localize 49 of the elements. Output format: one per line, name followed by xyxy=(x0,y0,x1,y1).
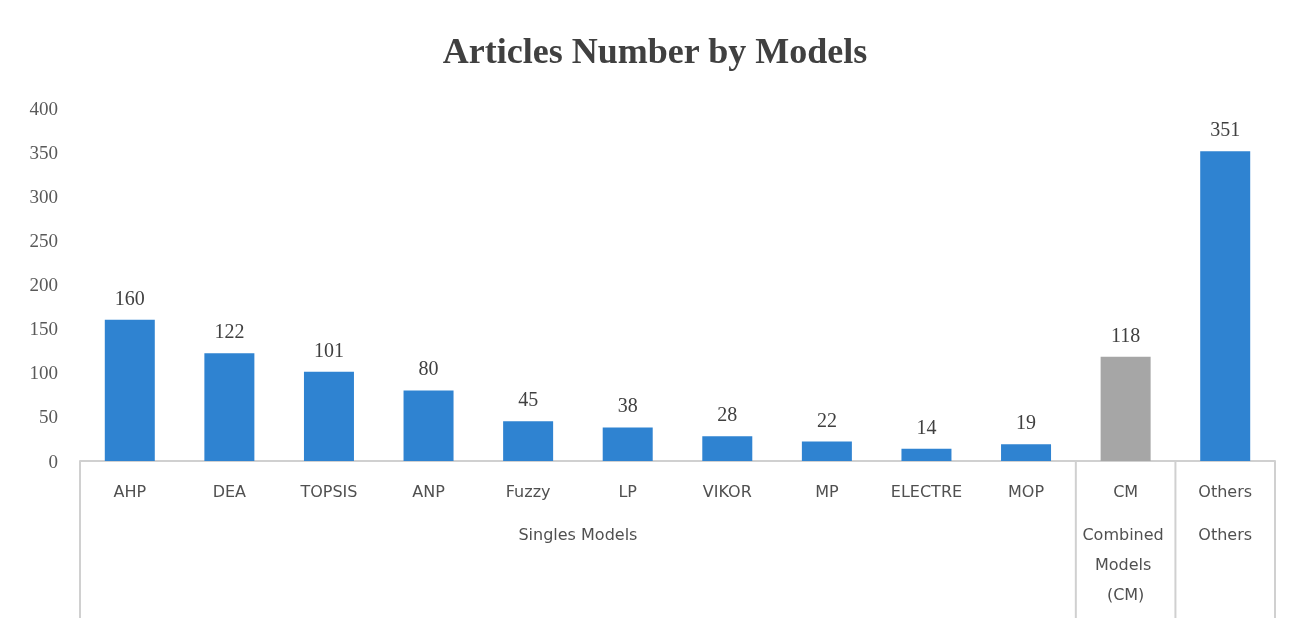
x-tick-label: VIKOR xyxy=(702,481,752,501)
x-tick-label: DEA xyxy=(212,481,247,501)
text: Others xyxy=(1198,524,1253,544)
bar xyxy=(1001,444,1052,461)
y-tick-label: 200 xyxy=(29,274,58,295)
bar xyxy=(901,448,952,461)
data-label: 28 xyxy=(717,403,738,426)
bar xyxy=(104,319,155,461)
data-label: 80 xyxy=(418,357,439,380)
data-label: 160 xyxy=(114,286,145,309)
data-label: 118 xyxy=(1110,323,1141,346)
y-tick-label: 400 xyxy=(29,97,58,119)
data-label: 22 xyxy=(816,408,837,431)
y-tick-label: 250 xyxy=(29,229,58,251)
y-tick-label: 300 xyxy=(29,185,58,207)
x-tick-label: AHP xyxy=(113,481,147,501)
data-label: 19 xyxy=(1016,411,1037,434)
y-tick-label: 350 xyxy=(29,141,58,163)
bar xyxy=(602,427,653,461)
text: Combined Models (CM) xyxy=(1082,524,1169,604)
bar xyxy=(702,436,753,461)
x-tick-label: ANP xyxy=(412,481,446,501)
data-label: 14 xyxy=(916,415,937,438)
data-label: 122 xyxy=(214,320,245,343)
bar xyxy=(204,353,255,461)
x-tick-label: Others xyxy=(1198,481,1253,501)
x-tick-label: MOP xyxy=(1008,481,1045,501)
y-tick-label: 150 xyxy=(29,318,58,340)
data-label: 38 xyxy=(617,394,638,417)
bar xyxy=(801,441,852,461)
bar xyxy=(503,421,554,461)
text: Singles Models xyxy=(518,524,638,544)
y-tick-label: 0 xyxy=(48,450,58,472)
x-tick-label: TOPSIS xyxy=(299,481,358,501)
x-tick-label: Fuzzy xyxy=(505,481,551,501)
bar xyxy=(403,390,454,461)
data-label: 101 xyxy=(313,338,344,361)
data-label: 45 xyxy=(518,388,539,411)
bar xyxy=(303,371,354,461)
bar xyxy=(1100,356,1151,461)
x-tick-label: LP xyxy=(618,481,638,501)
y-tick-label: 100 xyxy=(29,362,58,384)
x-tick-label: CM xyxy=(1113,481,1139,501)
y-tick-label: 50 xyxy=(39,406,58,428)
bar xyxy=(1200,151,1251,461)
chart-title: Articles Number by Models xyxy=(442,31,868,71)
data-label: 351 xyxy=(1210,118,1241,141)
x-tick-label: ELECTRE xyxy=(890,481,963,501)
x-tick-label: MP xyxy=(815,481,839,501)
